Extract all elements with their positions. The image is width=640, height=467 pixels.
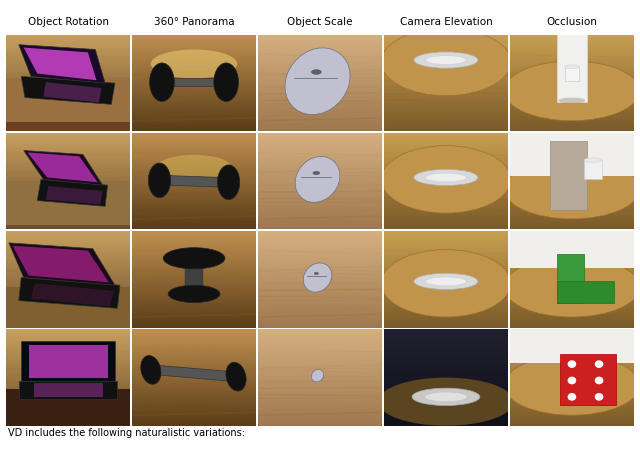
Ellipse shape [289, 76, 348, 91]
Polygon shape [28, 152, 98, 182]
Polygon shape [6, 78, 130, 122]
Ellipse shape [298, 176, 339, 187]
Bar [550, 141, 587, 210]
Ellipse shape [426, 56, 467, 64]
Ellipse shape [568, 360, 576, 368]
Bar [510, 329, 634, 363]
Text: Occlusion: Occlusion [547, 17, 597, 27]
Polygon shape [24, 48, 97, 80]
Ellipse shape [306, 276, 332, 283]
Bar [564, 67, 579, 81]
Polygon shape [6, 122, 130, 131]
Ellipse shape [148, 163, 171, 198]
Polygon shape [37, 179, 108, 206]
Ellipse shape [303, 263, 332, 292]
Bar [557, 30, 587, 102]
Text: Object Rotation: Object Rotation [28, 17, 109, 27]
Ellipse shape [381, 249, 511, 317]
Ellipse shape [564, 65, 579, 69]
Ellipse shape [163, 248, 225, 269]
Bar [6, 389, 130, 426]
Ellipse shape [312, 70, 321, 74]
Bar [510, 231, 634, 268]
Text: VD includes the following naturalistic variations:: VD includes the following naturalistic v… [8, 428, 248, 438]
Ellipse shape [168, 285, 220, 303]
Ellipse shape [558, 98, 586, 103]
Ellipse shape [141, 355, 161, 384]
Ellipse shape [414, 273, 478, 290]
Text: Camera Elevation: Camera Elevation [399, 17, 492, 27]
Bar [557, 255, 584, 303]
Bar [584, 160, 602, 179]
Polygon shape [9, 243, 115, 285]
Polygon shape [155, 365, 234, 382]
Ellipse shape [285, 48, 350, 114]
Polygon shape [19, 382, 118, 399]
Ellipse shape [218, 165, 240, 199]
Polygon shape [21, 77, 115, 104]
Bar [186, 258, 203, 294]
Ellipse shape [426, 173, 467, 182]
Polygon shape [31, 283, 114, 306]
Polygon shape [19, 277, 120, 308]
Polygon shape [21, 341, 115, 382]
Ellipse shape [157, 155, 231, 179]
Polygon shape [6, 181, 130, 225]
Ellipse shape [584, 158, 602, 163]
Polygon shape [46, 186, 102, 205]
Polygon shape [172, 78, 216, 86]
Ellipse shape [414, 169, 478, 186]
Polygon shape [19, 45, 105, 83]
Bar [510, 133, 634, 177]
Ellipse shape [504, 257, 640, 317]
Text: Object Scale: Object Scale [287, 17, 353, 27]
Ellipse shape [151, 50, 237, 78]
Ellipse shape [381, 146, 511, 213]
Ellipse shape [504, 159, 640, 219]
Polygon shape [13, 246, 109, 283]
Ellipse shape [226, 362, 246, 391]
Ellipse shape [504, 61, 640, 120]
Ellipse shape [312, 369, 324, 382]
Ellipse shape [504, 355, 640, 415]
Polygon shape [44, 82, 101, 102]
Polygon shape [33, 383, 102, 397]
Polygon shape [24, 150, 102, 185]
Ellipse shape [378, 378, 514, 426]
Ellipse shape [214, 63, 239, 101]
Ellipse shape [313, 171, 320, 175]
Bar [559, 354, 616, 404]
Ellipse shape [314, 272, 319, 275]
Text: 360° Panorama: 360° Panorama [154, 17, 234, 27]
Ellipse shape [568, 393, 576, 401]
Ellipse shape [424, 392, 468, 402]
Ellipse shape [381, 28, 511, 96]
Ellipse shape [568, 376, 576, 384]
Ellipse shape [595, 376, 604, 384]
Polygon shape [167, 176, 221, 187]
Ellipse shape [150, 63, 174, 101]
Ellipse shape [595, 393, 604, 401]
Ellipse shape [414, 52, 478, 68]
Ellipse shape [295, 156, 340, 202]
Ellipse shape [412, 388, 480, 405]
Ellipse shape [426, 277, 467, 286]
Polygon shape [29, 345, 108, 378]
Ellipse shape [595, 360, 604, 368]
Ellipse shape [313, 376, 324, 379]
Bar [557, 282, 614, 303]
Polygon shape [6, 287, 130, 327]
